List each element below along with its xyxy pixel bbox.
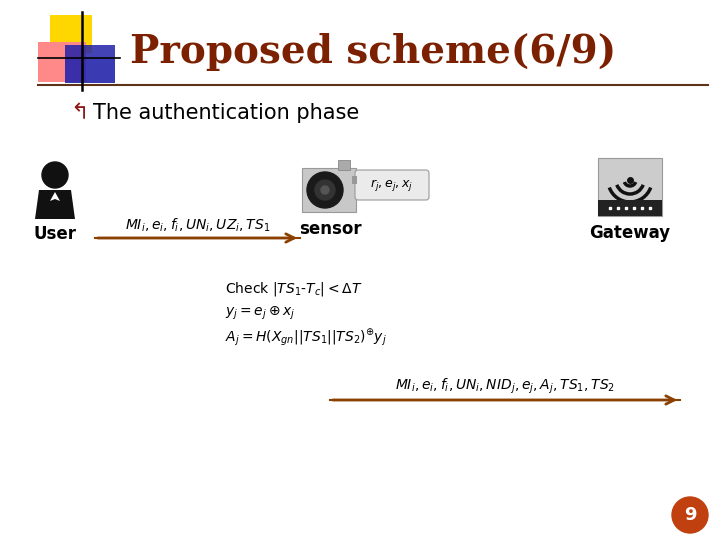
Circle shape bbox=[315, 180, 335, 200]
Text: Check $|TS_1$-$T_c| < \Delta T$: Check $|TS_1$-$T_c| < \Delta T$ bbox=[225, 280, 362, 298]
Text: The authentication phase: The authentication phase bbox=[93, 103, 359, 123]
Text: $MI_i, e_i, f_i, UN_i, UZ_i, TS_1$: $MI_i, e_i, f_i, UN_i, UZ_i, TS_1$ bbox=[125, 217, 270, 234]
Text: User: User bbox=[34, 225, 76, 243]
Bar bbox=[352, 176, 357, 184]
Circle shape bbox=[42, 162, 68, 188]
Bar bbox=[38, 42, 86, 82]
Text: Gateway: Gateway bbox=[590, 224, 670, 242]
Text: $MI_i, e_i, f_i, UN_i, NID_j, e_j, A_j, TS_1, TS_2$: $MI_i, e_i, f_i, UN_i, NID_j, e_j, A_j, … bbox=[395, 377, 615, 396]
Circle shape bbox=[307, 172, 343, 208]
Text: Proposed scheme(6/9): Proposed scheme(6/9) bbox=[130, 33, 616, 71]
Polygon shape bbox=[35, 190, 75, 219]
Circle shape bbox=[321, 186, 329, 194]
Text: ↰: ↰ bbox=[70, 103, 89, 123]
Bar bbox=[50, 15, 92, 53]
FancyBboxPatch shape bbox=[598, 158, 662, 216]
FancyBboxPatch shape bbox=[355, 170, 429, 200]
Text: sensor: sensor bbox=[299, 220, 361, 238]
Bar bbox=[65, 45, 115, 83]
Bar bbox=[65, 58, 115, 83]
Text: $y_j = e_j \oplus x_j$: $y_j = e_j \oplus x_j$ bbox=[225, 305, 295, 322]
Bar bbox=[598, 200, 662, 216]
FancyBboxPatch shape bbox=[302, 168, 356, 212]
Text: $r_j, e_j, x_j$: $r_j, e_j, x_j$ bbox=[371, 177, 413, 193]
Polygon shape bbox=[50, 192, 60, 201]
Text: 9: 9 bbox=[684, 506, 696, 524]
Circle shape bbox=[672, 497, 708, 533]
Text: $A_j = H(X_{gn}||TS_1||TS_2)^{\oplus}y_j$: $A_j = H(X_{gn}||TS_1||TS_2)^{\oplus}y_j… bbox=[225, 328, 387, 349]
Bar bbox=[338, 160, 350, 170]
